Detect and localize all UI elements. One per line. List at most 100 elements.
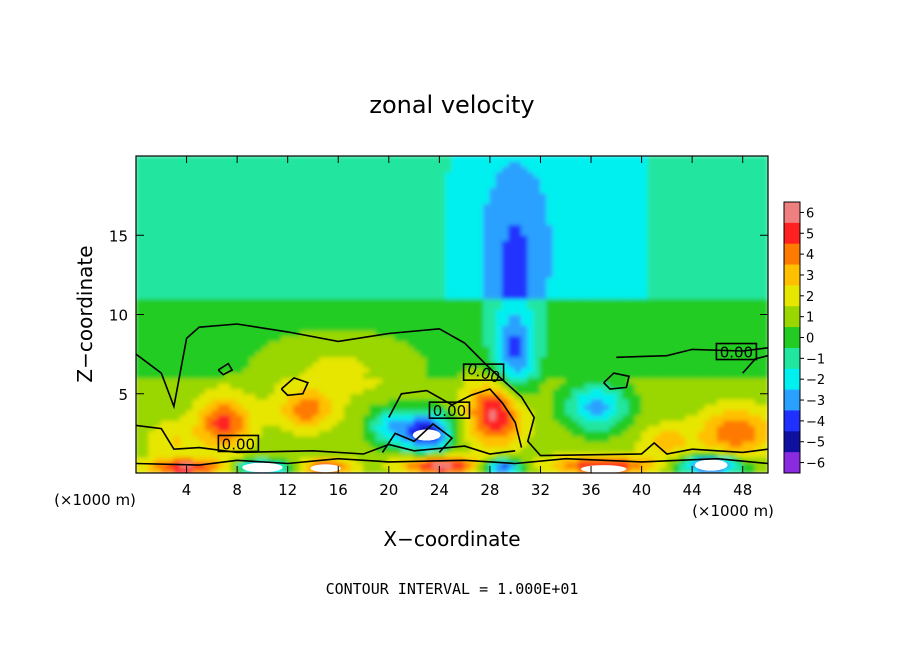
field-cell (375, 303, 383, 310)
field-cell (154, 409, 162, 416)
field-cell (154, 171, 162, 178)
field-cell (356, 424, 365, 432)
field-cell (533, 187, 541, 194)
field-cell (148, 261, 156, 268)
field-cell (438, 176, 447, 183)
field-cell (148, 335, 156, 342)
field-cell (287, 335, 295, 342)
field-cell (622, 398, 630, 405)
field-cell (356, 187, 365, 194)
field-cell (451, 292, 459, 300)
field-cell (356, 240, 365, 247)
field-cell (205, 456, 213, 463)
field-cell (419, 314, 428, 321)
field-cell (388, 156, 396, 162)
field-cell (167, 197, 175, 205)
field-cell (154, 356, 162, 363)
field-cell (400, 213, 409, 220)
field-cell (527, 261, 535, 268)
field-cell (236, 282, 244, 289)
field-cell (419, 308, 428, 315)
field-cell (552, 203, 560, 210)
field-cell (615, 382, 624, 389)
field-cell (508, 298, 516, 305)
field-cell (419, 366, 428, 374)
field-cell (369, 240, 377, 247)
field-cell (394, 181, 402, 189)
field-cell (514, 387, 523, 395)
field-cell (331, 166, 339, 173)
field-cell (236, 224, 244, 231)
field-cell (653, 340, 662, 347)
field-cell (426, 451, 434, 458)
field-cell (136, 319, 143, 326)
field-cell (394, 208, 402, 215)
field-cell (173, 160, 181, 168)
field-cell (615, 414, 624, 421)
field-cell (495, 224, 504, 231)
field-cell (432, 298, 440, 305)
field-cell (344, 329, 352, 337)
field-cell (312, 387, 320, 395)
field-cell (369, 298, 377, 305)
field-cell (546, 387, 554, 395)
field-cell (558, 176, 567, 183)
field-cell (274, 440, 282, 448)
field-cell (198, 156, 207, 162)
field-cell (539, 345, 548, 352)
field-cell (527, 308, 535, 315)
field-cell (356, 234, 365, 242)
field-cell (489, 192, 497, 199)
field-cell (375, 409, 383, 416)
field-cell (426, 361, 434, 368)
field-cell (337, 361, 346, 368)
field-cell (261, 440, 270, 448)
field-cell (369, 372, 377, 379)
field-cell (160, 181, 169, 189)
field-cell (173, 350, 181, 358)
field-cell (508, 372, 516, 379)
field-cell (205, 377, 213, 384)
field-cell (363, 440, 371, 448)
field-cell (186, 308, 194, 315)
field-cell (502, 451, 510, 458)
field-cell (533, 298, 541, 305)
field-cell (242, 403, 251, 411)
field-cell (571, 414, 579, 421)
field-cell (217, 345, 225, 352)
field-cell (470, 308, 478, 315)
field-cell (280, 361, 289, 368)
field-cell (641, 192, 649, 199)
field-cell (148, 181, 156, 189)
field-cell (660, 424, 668, 432)
field-cell (660, 414, 668, 421)
field-cell (331, 287, 339, 294)
field-cell (634, 409, 643, 416)
field-cell (615, 350, 624, 358)
field-cell (653, 461, 662, 469)
field-cell (641, 308, 649, 315)
field-cell (236, 255, 244, 263)
field-cell (287, 451, 295, 458)
field-cell (584, 409, 592, 416)
field-cell (369, 255, 377, 263)
field-cell (363, 250, 371, 257)
field-cell (419, 192, 428, 199)
field-cell (546, 176, 554, 183)
field-cell (552, 350, 560, 358)
field-cell (647, 451, 655, 458)
field-cell (141, 224, 150, 231)
field-cell (154, 187, 162, 194)
field-cell (502, 171, 510, 178)
field-cell (445, 435, 453, 442)
field-cell (173, 224, 181, 231)
field-cell (426, 261, 434, 268)
field-cell (577, 266, 586, 273)
field-cell (483, 314, 491, 321)
field-cell (312, 329, 320, 337)
field-cell (558, 292, 567, 300)
field-cell (217, 255, 225, 263)
field-cell (236, 298, 244, 305)
field-cell (539, 377, 548, 384)
field-cell (230, 303, 238, 310)
